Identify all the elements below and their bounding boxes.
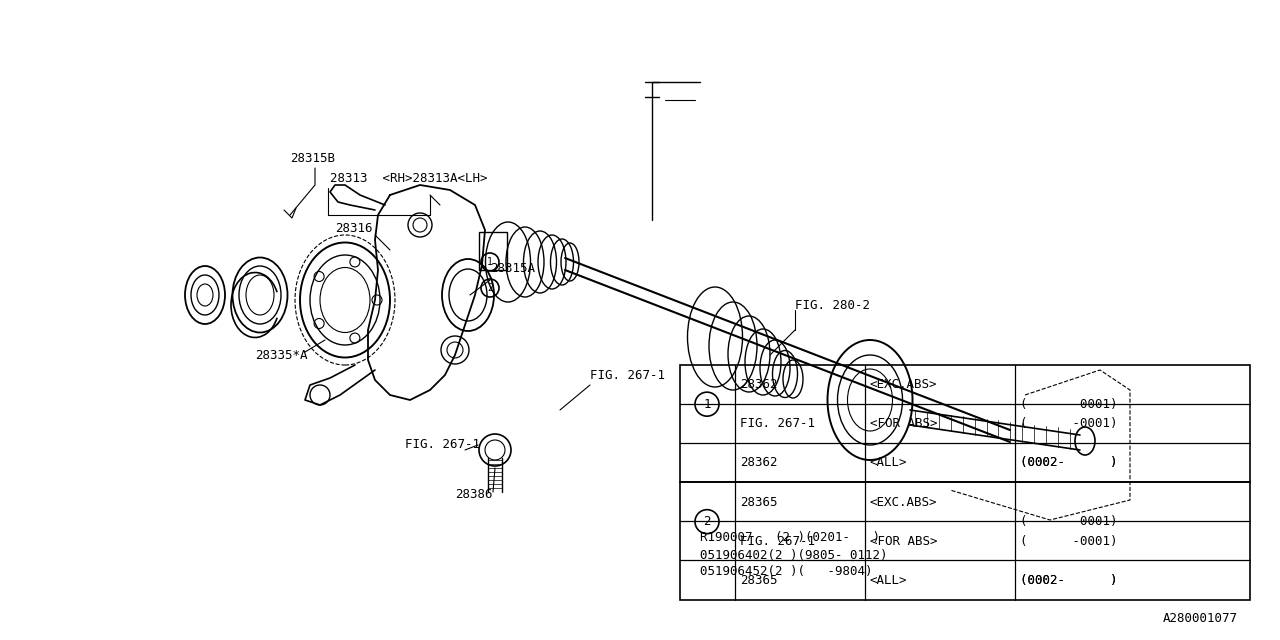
Text: <ALL>: <ALL> xyxy=(870,574,908,587)
Text: 2: 2 xyxy=(703,515,710,528)
Text: <EXC.ABS>: <EXC.ABS> xyxy=(870,378,937,391)
Text: (      -0001): ( -0001) xyxy=(1020,535,1117,548)
Text: 28315B: 28315B xyxy=(291,152,335,164)
Text: <EXC.ABS>: <EXC.ABS> xyxy=(870,495,937,509)
Text: A280001077: A280001077 xyxy=(1162,611,1238,625)
Text: 1: 1 xyxy=(703,397,710,411)
Text: 28362: 28362 xyxy=(740,378,777,391)
Text: 28386: 28386 xyxy=(454,488,493,502)
Text: (      -0001): ( -0001) xyxy=(1020,515,1117,528)
Text: <ALL>: <ALL> xyxy=(870,456,908,469)
Text: 051906452(2 )(   -9804): 051906452(2 )( -9804) xyxy=(700,566,873,579)
Text: 28362: 28362 xyxy=(740,456,777,469)
Text: 2: 2 xyxy=(488,283,493,293)
Text: (      -0001): ( -0001) xyxy=(1020,397,1117,411)
Text: 28335*A: 28335*A xyxy=(255,349,307,362)
Text: 28313  <RH>28313A<LH>: 28313 <RH>28313A<LH> xyxy=(330,172,488,184)
Text: R190007   (2 )(0201-   ): R190007 (2 )(0201- ) xyxy=(700,531,881,545)
Text: (      -0001): ( -0001) xyxy=(1020,417,1117,430)
Text: (0002-      ): (0002- ) xyxy=(1020,456,1117,469)
Text: FIG. 267-1: FIG. 267-1 xyxy=(740,417,815,430)
Text: 1: 1 xyxy=(488,257,493,267)
Text: 051906402(2 )(9805- 0112): 051906402(2 )(9805- 0112) xyxy=(700,548,887,561)
Bar xyxy=(680,365,1251,600)
Text: <FOR ABS>: <FOR ABS> xyxy=(870,535,937,548)
Text: 28315A: 28315A xyxy=(490,262,535,275)
Text: (0002-      ): (0002- ) xyxy=(1020,574,1117,587)
Text: FIG. 267-1: FIG. 267-1 xyxy=(740,535,815,548)
Text: (0002-      ): (0002- ) xyxy=(1020,574,1117,587)
Text: 28316: 28316 xyxy=(335,221,372,234)
Text: FIG. 280-2: FIG. 280-2 xyxy=(795,298,870,312)
Text: (0002-      ): (0002- ) xyxy=(1020,456,1117,469)
Text: <FOR ABS>: <FOR ABS> xyxy=(870,417,937,430)
Text: 28365: 28365 xyxy=(740,495,777,509)
Text: 28365: 28365 xyxy=(740,574,777,587)
Text: FIG. 267-1: FIG. 267-1 xyxy=(590,369,666,381)
Text: FIG. 267-1: FIG. 267-1 xyxy=(404,438,480,451)
Bar xyxy=(479,232,507,270)
